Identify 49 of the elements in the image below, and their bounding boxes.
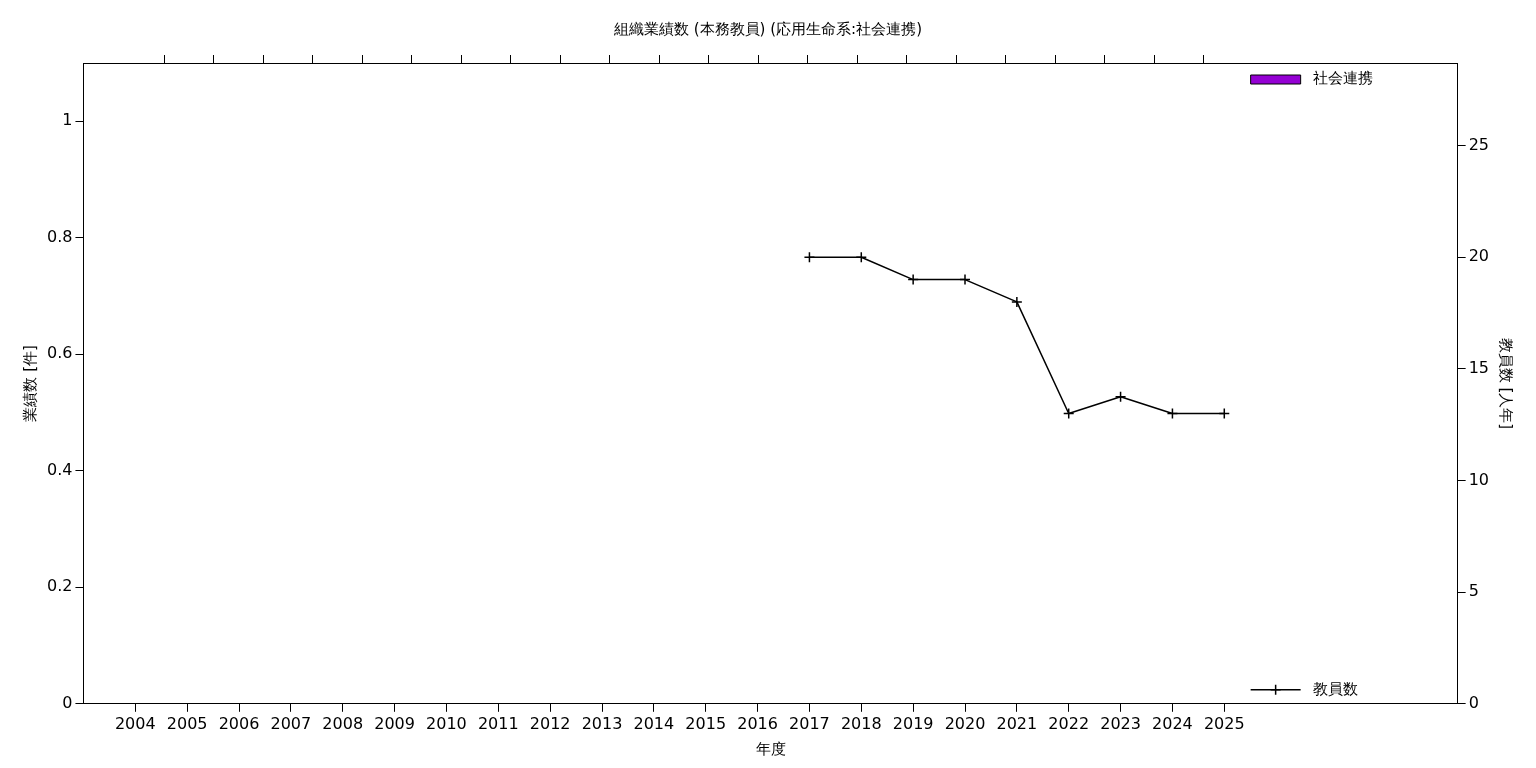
point	[1011, 296, 1023, 308]
point	[1062, 407, 1075, 420]
x-tick-label: 2011	[477, 713, 519, 733]
point	[1218, 407, 1231, 420]
y2-tick-label: 25	[1468, 134, 1489, 154]
legend-label: 教員数	[1312, 679, 1358, 698]
y2-tick-label: 15	[1468, 358, 1489, 378]
x-tick-label: 2024	[1152, 713, 1193, 733]
y2-tick-label: 10	[1468, 469, 1489, 489]
x-tick-label: 2016	[737, 713, 778, 733]
x-tick-label: 2005	[166, 713, 208, 733]
y-tick-label: 0.2	[46, 576, 73, 596]
x-axis-title: 年度	[755, 739, 786, 758]
x-tick-label: 2006	[218, 713, 260, 733]
x-tick-label: 2021	[996, 713, 1038, 733]
x-tick-label: 2013	[581, 713, 623, 733]
point	[855, 251, 868, 263]
y2-tick-label: 20	[1468, 246, 1489, 266]
x-tick-label: 2025	[1203, 713, 1245, 733]
chart-title: 組織業績数 (本務教員) (応用生命系:社会連携)	[613, 19, 922, 38]
y-tick-label: 0.4	[46, 459, 73, 479]
point	[959, 273, 971, 286]
y-tick-label: 1	[62, 110, 73, 130]
y-tick-label: 0	[62, 692, 73, 712]
x-tick-label: 2017	[789, 713, 830, 733]
x-tick-label: 2007	[270, 713, 312, 733]
y-tick-label: 0.6	[46, 343, 73, 363]
y-tick-label: 0.8	[46, 226, 73, 246]
x-tick-label: 2020	[944, 713, 986, 733]
x-tick-label: 2009	[374, 713, 415, 733]
y-axis-title: 業績数 [件]	[20, 345, 39, 422]
point	[1166, 407, 1179, 420]
x-tick-label: 2004	[114, 713, 156, 733]
x-tick-label: 2008	[322, 713, 364, 733]
legend-label: 社会連携	[1312, 68, 1373, 87]
y2-tick-label: 0	[1468, 692, 1479, 712]
y2-axis-title: 教員数 [人年]	[1497, 337, 1516, 430]
point	[907, 273, 919, 286]
x-tick-label: 2010	[426, 713, 467, 733]
point	[803, 251, 816, 263]
x-tick-label: 2014	[633, 713, 675, 733]
x-tick-label: 2018	[840, 713, 882, 733]
x-tick-label: 2023	[1100, 713, 1141, 733]
x-tick-label: 2015	[685, 713, 727, 733]
x-tick-label: 2022	[1048, 713, 1090, 733]
point	[1114, 391, 1127, 403]
x-tick-label: 2012	[529, 713, 571, 733]
y2-tick-label: 5	[1468, 581, 1479, 601]
x-tick-label: 2019	[892, 713, 934, 733]
